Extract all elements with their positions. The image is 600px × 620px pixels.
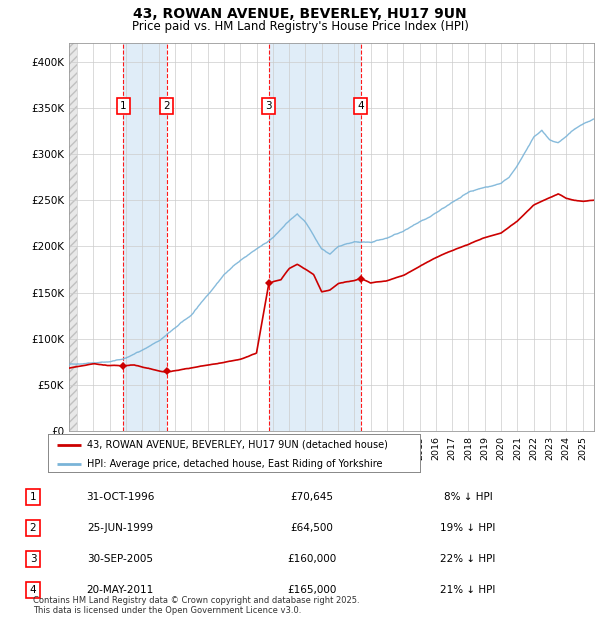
Text: 43, ROWAN AVENUE, BEVERLEY, HU17 9UN: 43, ROWAN AVENUE, BEVERLEY, HU17 9UN [133,7,467,22]
Text: 20-MAY-2011: 20-MAY-2011 [86,585,154,595]
Text: Price paid vs. HM Land Registry's House Price Index (HPI): Price paid vs. HM Land Registry's House … [131,20,469,33]
Text: 2: 2 [29,523,37,533]
Text: £160,000: £160,000 [287,554,337,564]
Text: 4: 4 [357,101,364,111]
Text: 25-JUN-1999: 25-JUN-1999 [87,523,153,533]
Text: 3: 3 [265,101,272,111]
Text: 30-SEP-2005: 30-SEP-2005 [87,554,153,564]
Bar [123,43,167,431]
Text: HPI: Average price, detached house, East Riding of Yorkshire: HPI: Average price, detached house, East… [87,459,383,469]
Text: £64,500: £64,500 [290,523,334,533]
Bar [69,43,77,431]
Text: Contains HM Land Registry data © Crown copyright and database right 2025.
This d: Contains HM Land Registry data © Crown c… [33,596,359,615]
Text: 2: 2 [163,101,170,111]
Text: 22% ↓ HPI: 22% ↓ HPI [440,554,496,564]
Text: 31-OCT-1996: 31-OCT-1996 [86,492,154,502]
Text: £70,645: £70,645 [290,492,334,502]
Text: 19% ↓ HPI: 19% ↓ HPI [440,523,496,533]
Bar [269,43,361,431]
Text: 8% ↓ HPI: 8% ↓ HPI [443,492,493,502]
Text: 43, ROWAN AVENUE, BEVERLEY, HU17 9UN (detached house): 43, ROWAN AVENUE, BEVERLEY, HU17 9UN (de… [87,440,388,450]
Text: 1: 1 [29,492,37,502]
Text: 3: 3 [29,554,37,564]
Text: 1: 1 [120,101,127,111]
Text: 21% ↓ HPI: 21% ↓ HPI [440,585,496,595]
Text: 4: 4 [29,585,37,595]
Text: £165,000: £165,000 [287,585,337,595]
